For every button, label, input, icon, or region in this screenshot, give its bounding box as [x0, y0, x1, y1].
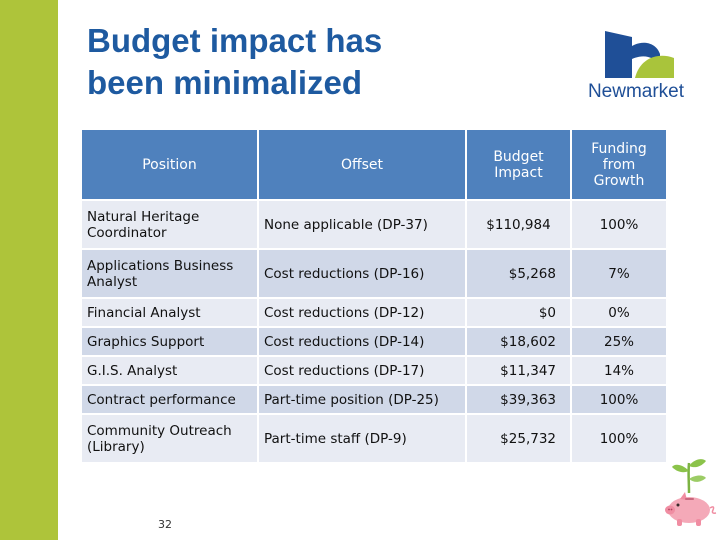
cell-budget-impact: $18,602: [467, 328, 570, 355]
table-row: G.I.S. Analyst Cost reductions (DP-17) $…: [82, 357, 666, 384]
cell-budget-impact: $110,984: [467, 201, 570, 248]
cell-funding: 100%: [572, 386, 666, 413]
newmarket-logo: Newmarket: [580, 28, 692, 104]
table-row: Financial Analyst Cost reductions (DP-12…: [82, 299, 666, 326]
header-budget-impact: Budget Impact: [467, 130, 570, 199]
cell-position: Applications Business Analyst: [82, 250, 257, 297]
cell-funding: 0%: [572, 299, 666, 326]
cell-position: G.I.S. Analyst: [82, 357, 257, 384]
cell-budget-impact: $11,347: [467, 357, 570, 384]
header-position: Position: [82, 130, 257, 199]
cell-offset: Cost reductions (DP-17): [259, 357, 465, 384]
cell-budget-impact: $25,732: [467, 415, 570, 462]
cell-offset: Part-time staff (DP-9): [259, 415, 465, 462]
piggy-bank-sprout-icon: [658, 455, 720, 530]
slide: Budget impact has been minimalized Newma…: [58, 0, 720, 540]
cell-budget-impact: $5,268: [467, 250, 570, 297]
newmarket-logo-mark-icon: [605, 31, 674, 78]
cell-position: Graphics Support: [82, 328, 257, 355]
cell-position: Financial Analyst: [82, 299, 257, 326]
budget-table: Position Offset Budget Impact Funding fr…: [80, 128, 668, 464]
left-accent-bar: [0, 0, 58, 540]
cell-offset: Part-time position (DP-25): [259, 386, 465, 413]
slide-title: Budget impact has been minimalized: [87, 22, 383, 101]
table-row: Applications Business Analyst Cost reduc…: [82, 250, 666, 297]
cell-position: Community Outreach (Library): [82, 415, 257, 462]
logo-text: Newmarket: [587, 81, 685, 102]
cell-funding: 100%: [572, 201, 666, 248]
cell-budget-impact: $0: [467, 299, 570, 326]
table-row: Community Outreach (Library) Part-time s…: [82, 415, 666, 462]
cell-funding: 25%: [572, 328, 666, 355]
cell-offset: Cost reductions (DP-14): [259, 328, 465, 355]
table-header-row: Position Offset Budget Impact Funding fr…: [82, 130, 666, 199]
cell-position: Natural Heritage Coordinator: [82, 201, 257, 248]
cell-funding: 7%: [572, 250, 666, 297]
header-offset: Offset: [259, 130, 465, 199]
cell-offset: None applicable (DP-37): [259, 201, 465, 248]
cell-funding: 100%: [572, 415, 666, 462]
cell-budget-impact: $39,363: [467, 386, 570, 413]
cell-offset: Cost reductions (DP-16): [259, 250, 465, 297]
table-row: Graphics Support Cost reductions (DP-14)…: [82, 328, 666, 355]
cell-position: Contract performance: [82, 386, 257, 413]
header-funding-from-growth: Funding from Growth: [572, 130, 666, 199]
page-number: 32: [158, 518, 172, 531]
table-row: Natural Heritage Coordinator None applic…: [82, 201, 666, 248]
table-row: Contract performance Part-time position …: [82, 386, 666, 413]
cell-offset: Cost reductions (DP-12): [259, 299, 465, 326]
cell-funding: 14%: [572, 357, 666, 384]
